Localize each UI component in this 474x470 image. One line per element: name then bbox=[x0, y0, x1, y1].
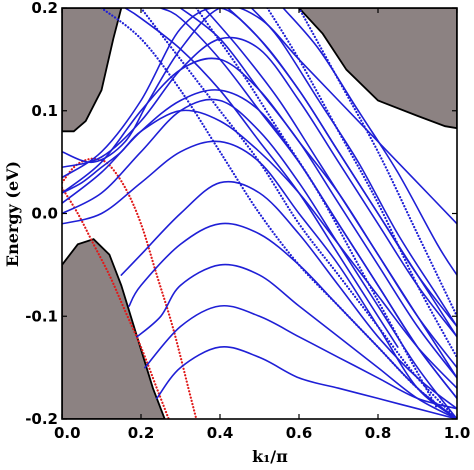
blue-band-15 bbox=[124, 8, 399, 348]
red-band-2 bbox=[62, 186, 170, 419]
blue-band-21 bbox=[282, 8, 457, 276]
x-tick-label: 0.0 bbox=[54, 424, 81, 442]
x-tick-label: 0.6 bbox=[286, 424, 313, 442]
blue-band-19 bbox=[227, 8, 457, 338]
blue-band-14 bbox=[156, 346, 457, 419]
y-tick-label: 0.0 bbox=[31, 205, 58, 223]
blue-band-9 bbox=[62, 140, 457, 419]
x-tick-label: 1.0 bbox=[444, 424, 471, 442]
y-tick-label: -0.1 bbox=[25, 307, 58, 325]
blue-band-26 bbox=[266, 8, 457, 359]
bulk-regions bbox=[62, 8, 457, 419]
x-tick-label: 0.8 bbox=[365, 424, 392, 442]
axis-ticks: 0.0 0.2 0.4 0.6 0.8 1.0 0.2 0.1 0.0 -0.1 -0.2 bbox=[25, 0, 470, 442]
red-band-1 bbox=[62, 157, 198, 419]
blue-band-17 bbox=[179, 8, 457, 379]
blue-band-4 bbox=[62, 36, 457, 338]
blue-band-18 bbox=[203, 8, 457, 379]
blue-band-23 bbox=[100, 8, 457, 419]
x-tick-label: 0.2 bbox=[128, 424, 155, 442]
y-tick-label: 0.2 bbox=[31, 0, 58, 17]
blue-band-25 bbox=[195, 8, 439, 410]
x-axis-title: k₁/π bbox=[252, 447, 288, 466]
bulk-region-1 bbox=[62, 8, 123, 133]
x-tick-label: 0.4 bbox=[207, 424, 234, 442]
y-tick-label: -0.2 bbox=[25, 410, 58, 428]
blue-band-11 bbox=[128, 222, 457, 419]
bulk-region-3 bbox=[62, 238, 166, 419]
blue-band-8 bbox=[62, 98, 457, 419]
y-tick-label: 0.1 bbox=[31, 102, 58, 120]
bulk-region-2 bbox=[297, 8, 457, 130]
blue-band-24 bbox=[139, 8, 457, 419]
y-axis-title: Energy (eV) bbox=[3, 161, 22, 267]
band-lines bbox=[62, 8, 457, 419]
blue-band-20 bbox=[250, 8, 457, 328]
blue-band-13 bbox=[144, 304, 457, 410]
blue-band-27 bbox=[297, 8, 457, 318]
blue-band-22 bbox=[62, 109, 457, 389]
blue-band-10 bbox=[120, 180, 457, 410]
blue-band-12 bbox=[136, 263, 457, 419]
